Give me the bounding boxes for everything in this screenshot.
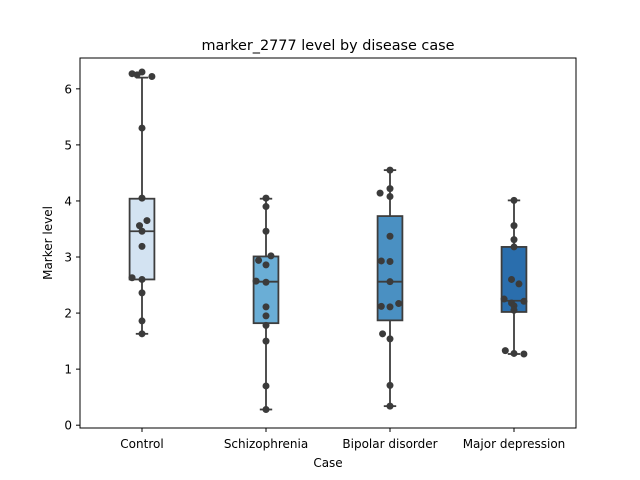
box-group bbox=[376, 166, 404, 410]
box-group bbox=[500, 196, 528, 358]
y-tick-label: 6 bbox=[64, 82, 72, 96]
y-tick-label: 4 bbox=[64, 194, 72, 208]
box-iqr bbox=[128, 197, 156, 281]
data-point bbox=[376, 189, 384, 197]
data-point bbox=[252, 277, 260, 285]
y-tick-label: 0 bbox=[64, 419, 72, 433]
data-point bbox=[148, 73, 156, 80]
plot-area bbox=[128, 68, 528, 413]
data-point bbox=[262, 203, 270, 211]
data-point bbox=[138, 317, 146, 325]
data-point bbox=[520, 297, 528, 305]
data-point bbox=[138, 227, 146, 235]
data-point bbox=[510, 236, 518, 244]
data-point bbox=[138, 330, 146, 338]
data-point bbox=[138, 68, 146, 76]
data-point bbox=[510, 196, 518, 204]
data-point bbox=[510, 349, 518, 357]
box-group bbox=[252, 194, 280, 413]
data-point bbox=[262, 312, 270, 320]
data-point bbox=[386, 192, 394, 200]
data-point bbox=[510, 243, 518, 251]
data-point bbox=[386, 381, 394, 389]
data-point bbox=[386, 303, 394, 311]
data-point bbox=[267, 252, 275, 260]
data-point bbox=[386, 258, 394, 265]
data-point bbox=[386, 278, 394, 286]
data-point bbox=[143, 217, 151, 225]
x-tick-label: Schizophrenia bbox=[224, 437, 308, 451]
plot-frame bbox=[79, 57, 577, 429]
data-point bbox=[138, 124, 146, 132]
data-point bbox=[262, 303, 270, 311]
data-point bbox=[510, 222, 518, 230]
data-point bbox=[379, 330, 387, 338]
data-point bbox=[515, 280, 523, 288]
data-point bbox=[262, 227, 270, 235]
x-tick-label: Major depression bbox=[463, 437, 566, 451]
data-point bbox=[262, 194, 270, 202]
data-point bbox=[262, 278, 270, 286]
data-point bbox=[377, 302, 385, 310]
chart-title: marker_2777 level by disease case bbox=[201, 38, 454, 54]
data-point bbox=[395, 300, 403, 308]
x-tick-label: Bipolar disorder bbox=[342, 437, 437, 451]
y-tick-label: 3 bbox=[64, 251, 72, 265]
data-point bbox=[138, 194, 146, 202]
data-point bbox=[262, 382, 270, 390]
data-point bbox=[520, 350, 528, 358]
data-point bbox=[377, 257, 385, 265]
data-point bbox=[255, 256, 263, 264]
data-point bbox=[138, 275, 146, 283]
data-point bbox=[386, 185, 394, 193]
y-tick-label: 2 bbox=[64, 307, 72, 321]
y-tick-label: 1 bbox=[64, 363, 72, 377]
data-point bbox=[136, 222, 144, 230]
data-point bbox=[508, 275, 516, 283]
data-point bbox=[386, 166, 394, 174]
data-point bbox=[386, 232, 394, 240]
y-axis-label: Marker level bbox=[41, 206, 55, 280]
data-point bbox=[138, 289, 146, 297]
data-point bbox=[262, 406, 270, 413]
x-tick-label: Control bbox=[120, 437, 163, 451]
data-point bbox=[386, 402, 394, 410]
data-point bbox=[262, 261, 270, 269]
data-point bbox=[500, 295, 508, 303]
x-axis-label: Case bbox=[313, 456, 342, 470]
y-tick-label: 5 bbox=[64, 138, 72, 152]
data-point bbox=[128, 274, 136, 282]
data-point bbox=[262, 337, 270, 345]
data-point bbox=[510, 306, 518, 314]
data-point bbox=[501, 347, 509, 355]
data-point bbox=[138, 242, 146, 250]
data-point bbox=[262, 321, 270, 329]
data-point bbox=[386, 335, 394, 343]
box-group bbox=[128, 68, 156, 338]
